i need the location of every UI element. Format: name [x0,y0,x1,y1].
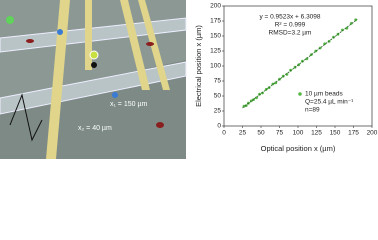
y-tick-label: 125 [210,48,221,55]
legend-note: n=89 [305,107,320,114]
y-tick-label: 150 [210,33,221,40]
cell [26,39,34,43]
electrode [46,0,70,159]
data-point [345,26,349,30]
annotation: R² = 0.999 [275,22,306,29]
fit-line [242,19,358,109]
cell [146,42,154,46]
y-tick-label: 25 [214,108,222,115]
signal [9,93,43,142]
y-tick-label: 0 [217,123,221,130]
electrode [138,0,170,90]
annotation: RMSD=3.2 µm [269,30,312,37]
x-tick-label: 75 [276,130,284,137]
x-tick-label: 100 [293,130,304,137]
electrode [85,0,92,70]
channel [0,17,187,53]
electrode [120,0,150,90]
x-tick-label: 150 [330,130,341,137]
cell [156,122,164,128]
x-tick-label: 50 [257,130,265,137]
bead [112,92,118,98]
illustration: x₁ = 150 µm x₂ = 40 µm [0,0,187,159]
bead [89,50,99,60]
label: x₁ = 150 µm [110,101,147,108]
x-tick-label: 175 [348,130,359,137]
x-tick-label: 0 [222,130,226,137]
y-tick-label: 175 [210,18,221,25]
y-tick-label: 75 [214,78,222,85]
annotation: y = 0.9523x + 6.3098 [259,14,320,21]
legend-marker [298,92,302,96]
y-tick-label: 200 [210,3,221,10]
bead [57,29,63,35]
y-axis-label: Electrical position x (µm) [194,25,203,107]
legend-note: Q=25.4 µL min⁻¹ [305,99,354,106]
x-tick-label: 25 [239,130,247,137]
chart-panel [189,0,378,159]
legend-label: 10 µm beads [305,91,343,98]
y-tick-label: 100 [210,63,221,70]
x-axis-label: Optical position x (µm) [261,144,336,153]
label: x₂ = 40 µm [78,125,112,132]
bead [91,62,97,68]
data-point [258,92,261,96]
x-tick-label: 200 [367,130,378,137]
y-tick-label: 50 [214,93,222,100]
x-tick-label: 125 [311,130,322,137]
bead [6,16,14,24]
chart: 0 25 50 75 100 125 150 175 200 0 25 50 75 100 125 150 17… [194,3,378,153]
figure: x₁ = 150 µm x₂ = 40 µm 0 25 50 75 100 125 150 1… [0,0,378,159]
